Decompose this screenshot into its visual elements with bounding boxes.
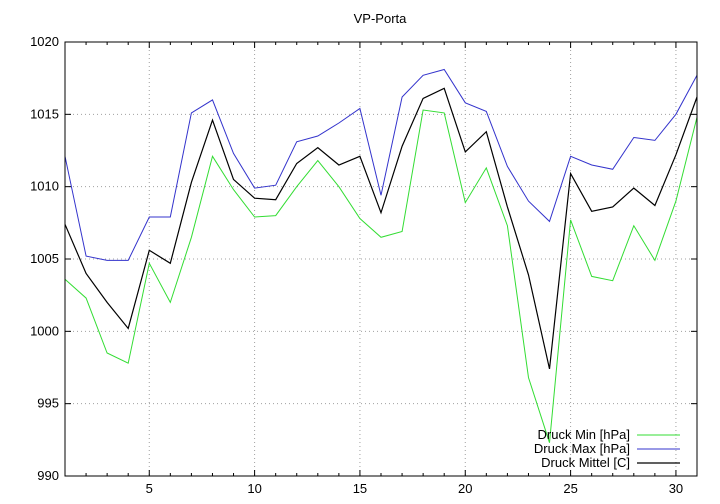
y-tick-label: 1020 <box>30 34 59 49</box>
series-line-0 <box>64 109 698 443</box>
y-tick-label: 1000 <box>30 323 59 338</box>
legend-label: Druck Mittel [C] <box>541 455 630 470</box>
x-tick-label: 30 <box>669 481 683 496</box>
chart-title: VP-Porta <box>354 11 408 26</box>
legend: Druck Min [hPa]Druck Max [hPa]Druck Mitt… <box>534 427 680 470</box>
y-tick-label: 1010 <box>30 179 59 194</box>
series-layer <box>64 68 698 443</box>
series-line-2 <box>64 87 698 370</box>
y-tick-label: 995 <box>37 396 59 411</box>
x-tick-label: 15 <box>353 481 367 496</box>
legend-label: Druck Max [hPa] <box>534 441 630 456</box>
grid-layer <box>65 42 697 476</box>
y-tick-label: 1015 <box>30 106 59 121</box>
series-line-1 <box>64 68 698 261</box>
x-tick-label: 5 <box>146 481 153 496</box>
legend-label: Druck Min [hPa] <box>538 427 630 442</box>
y-tick-label: 990 <box>37 468 59 483</box>
y-tick-label: 1005 <box>30 251 59 266</box>
x-tick-label: 20 <box>458 481 472 496</box>
x-tick-label: 10 <box>247 481 261 496</box>
x-tick-label: 25 <box>563 481 577 496</box>
